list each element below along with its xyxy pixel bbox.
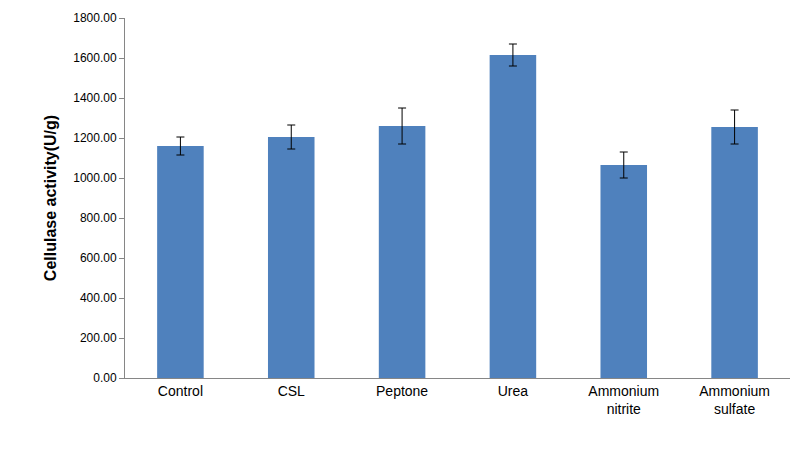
svg-text:600.00: 600.00 [80, 251, 117, 265]
svg-text:CSL: CSL [278, 383, 305, 399]
svg-text:200.00: 200.00 [80, 331, 117, 345]
svg-text:1200.00: 1200.00 [73, 131, 117, 145]
svg-text:Peptone: Peptone [376, 383, 428, 399]
svg-text:1000.00: 1000.00 [73, 171, 117, 185]
svg-text:Urea: Urea [498, 383, 529, 399]
svg-text:400.00: 400.00 [80, 291, 117, 305]
svg-text:Ammoniumsulfate: Ammoniumsulfate [699, 383, 770, 417]
svg-text:Cellulase activity(U/g): Cellulase activity(U/g) [42, 115, 59, 281]
svg-text:Control: Control [158, 383, 203, 399]
svg-text:0.00: 0.00 [93, 371, 117, 385]
svg-text:Ammoniumnitrite: Ammoniumnitrite [588, 383, 659, 417]
svg-text:1400.00: 1400.00 [73, 91, 117, 105]
svg-text:1600.00: 1600.00 [73, 51, 117, 65]
svg-text:800.00: 800.00 [80, 211, 117, 225]
svg-text:1800.00: 1800.00 [73, 11, 117, 25]
